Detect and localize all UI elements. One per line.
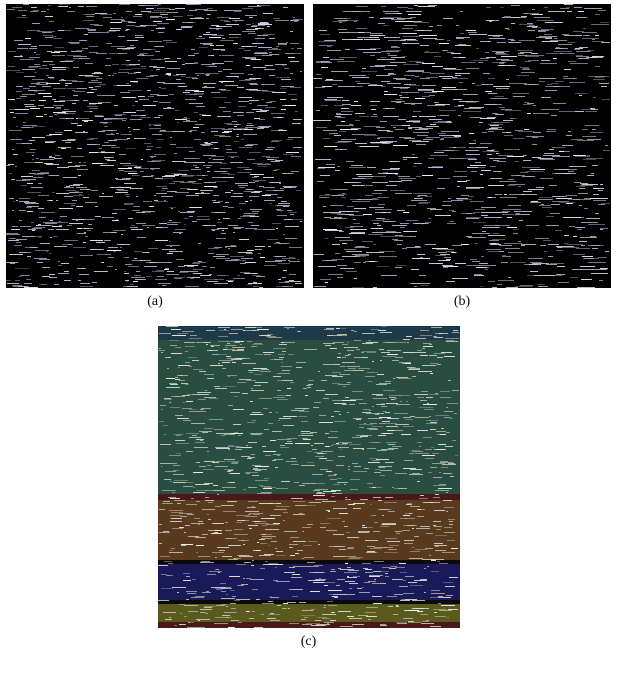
top-row: (a) (b) [0, 0, 617, 310]
caption-b: (b) [454, 294, 470, 310]
panel-a-wrap: (a) [6, 4, 304, 310]
panel-c [158, 326, 460, 628]
bottom-row: (c) [0, 310, 617, 650]
panel-a [6, 4, 304, 288]
panel-b-wrap: (b) [313, 4, 611, 310]
caption-c: (c) [301, 634, 317, 650]
caption-a: (a) [147, 294, 163, 310]
panel-c-wrap: (c) [158, 326, 460, 650]
panel-b [313, 4, 611, 288]
